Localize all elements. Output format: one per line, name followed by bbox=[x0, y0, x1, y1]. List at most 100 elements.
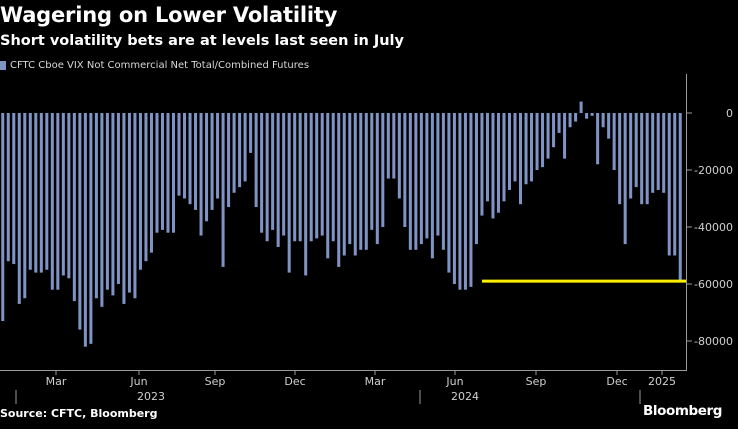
bar bbox=[607, 113, 611, 139]
bar bbox=[138, 113, 142, 270]
bar bbox=[452, 113, 456, 284]
bar bbox=[194, 113, 198, 210]
bar bbox=[28, 113, 32, 270]
bar bbox=[425, 113, 429, 239]
chart-subtitle: Short volatility bets are at levels last… bbox=[0, 33, 404, 49]
bar bbox=[6, 113, 10, 262]
bar bbox=[282, 113, 286, 236]
bar bbox=[309, 113, 313, 242]
bloomberg-logo: Bloomberg bbox=[643, 403, 723, 419]
bar bbox=[507, 113, 512, 190]
bar bbox=[645, 113, 649, 205]
y-tick-label: -60000 bbox=[694, 278, 733, 291]
bar bbox=[127, 113, 131, 293]
bar bbox=[496, 113, 500, 213]
bar bbox=[271, 113, 275, 230]
bar bbox=[513, 113, 517, 182]
bar bbox=[359, 113, 363, 250]
bar bbox=[144, 113, 148, 262]
bar bbox=[563, 113, 567, 159]
bar bbox=[227, 113, 231, 208]
bar bbox=[623, 113, 627, 245]
bar bbox=[67, 113, 71, 279]
x-tick-label: Jun bbox=[445, 375, 463, 388]
bar bbox=[474, 113, 478, 245]
bar bbox=[160, 113, 164, 230]
bar bbox=[519, 113, 523, 205]
bar bbox=[216, 113, 220, 199]
legend-swatch bbox=[0, 61, 6, 70]
bar bbox=[524, 113, 528, 185]
bar bbox=[56, 113, 60, 290]
bar bbox=[447, 113, 451, 273]
bar bbox=[436, 113, 440, 236]
bar bbox=[353, 113, 357, 256]
bar bbox=[342, 113, 346, 256]
x-tick-label: Jun bbox=[129, 375, 147, 388]
bar bbox=[260, 113, 264, 233]
bar bbox=[83, 113, 87, 347]
y-tick-label: -80000 bbox=[694, 335, 733, 348]
x-group-label: 2024 bbox=[451, 390, 479, 403]
y-axis: 0 -20000 -40000 -60000 -80000 bbox=[686, 74, 733, 370]
bar bbox=[100, 113, 104, 307]
bar bbox=[149, 113, 153, 253]
x-tick-label: Dec bbox=[606, 375, 627, 388]
bar bbox=[72, 113, 76, 302]
bar bbox=[612, 113, 616, 170]
bar bbox=[656, 113, 660, 190]
bar bbox=[678, 113, 682, 282]
x-tick-label: Dec bbox=[284, 375, 305, 388]
bar bbox=[568, 113, 572, 128]
bar bbox=[408, 113, 412, 250]
bar bbox=[419, 113, 423, 245]
bar bbox=[155, 113, 159, 233]
bar bbox=[392, 113, 396, 179]
bar bbox=[375, 113, 379, 245]
bar bbox=[574, 113, 578, 122]
x-tick-label: Mar bbox=[365, 375, 386, 388]
bar bbox=[331, 113, 335, 242]
bar bbox=[414, 113, 418, 250]
bar bbox=[430, 113, 434, 259]
x-group-label: 2023 bbox=[137, 390, 165, 403]
bar bbox=[293, 113, 297, 242]
bar bbox=[183, 113, 187, 199]
bar bbox=[557, 113, 561, 133]
bar bbox=[552, 113, 556, 148]
bar bbox=[541, 113, 545, 168]
bar bbox=[238, 113, 242, 188]
bar bbox=[441, 113, 445, 250]
bar-series bbox=[1, 101, 682, 347]
bar bbox=[61, 113, 65, 276]
bar bbox=[480, 113, 484, 216]
x-tick-label: Sep bbox=[526, 375, 547, 388]
bar bbox=[320, 113, 324, 236]
bar bbox=[403, 113, 407, 227]
bar bbox=[348, 113, 352, 245]
bar bbox=[304, 113, 308, 276]
bar bbox=[530, 113, 534, 182]
bar bbox=[315, 113, 319, 239]
bar bbox=[651, 113, 655, 193]
bar bbox=[1, 113, 5, 322]
x-tick-label: Mar bbox=[46, 375, 67, 388]
bar bbox=[287, 113, 291, 273]
source-note: Source: CFTC, Bloomberg bbox=[0, 407, 158, 420]
bar bbox=[177, 113, 181, 196]
bar bbox=[105, 113, 109, 290]
bar bbox=[111, 113, 115, 296]
bar bbox=[618, 113, 622, 205]
bar bbox=[45, 113, 49, 270]
bar bbox=[629, 113, 633, 199]
bar bbox=[166, 113, 170, 233]
bar bbox=[386, 113, 390, 179]
bar bbox=[243, 113, 247, 182]
bar bbox=[249, 113, 253, 153]
x-tick-label: Sep bbox=[205, 375, 226, 388]
bar bbox=[601, 113, 605, 128]
bar bbox=[397, 113, 401, 199]
bar bbox=[39, 113, 43, 273]
bar bbox=[232, 113, 236, 193]
bar bbox=[364, 113, 368, 250]
